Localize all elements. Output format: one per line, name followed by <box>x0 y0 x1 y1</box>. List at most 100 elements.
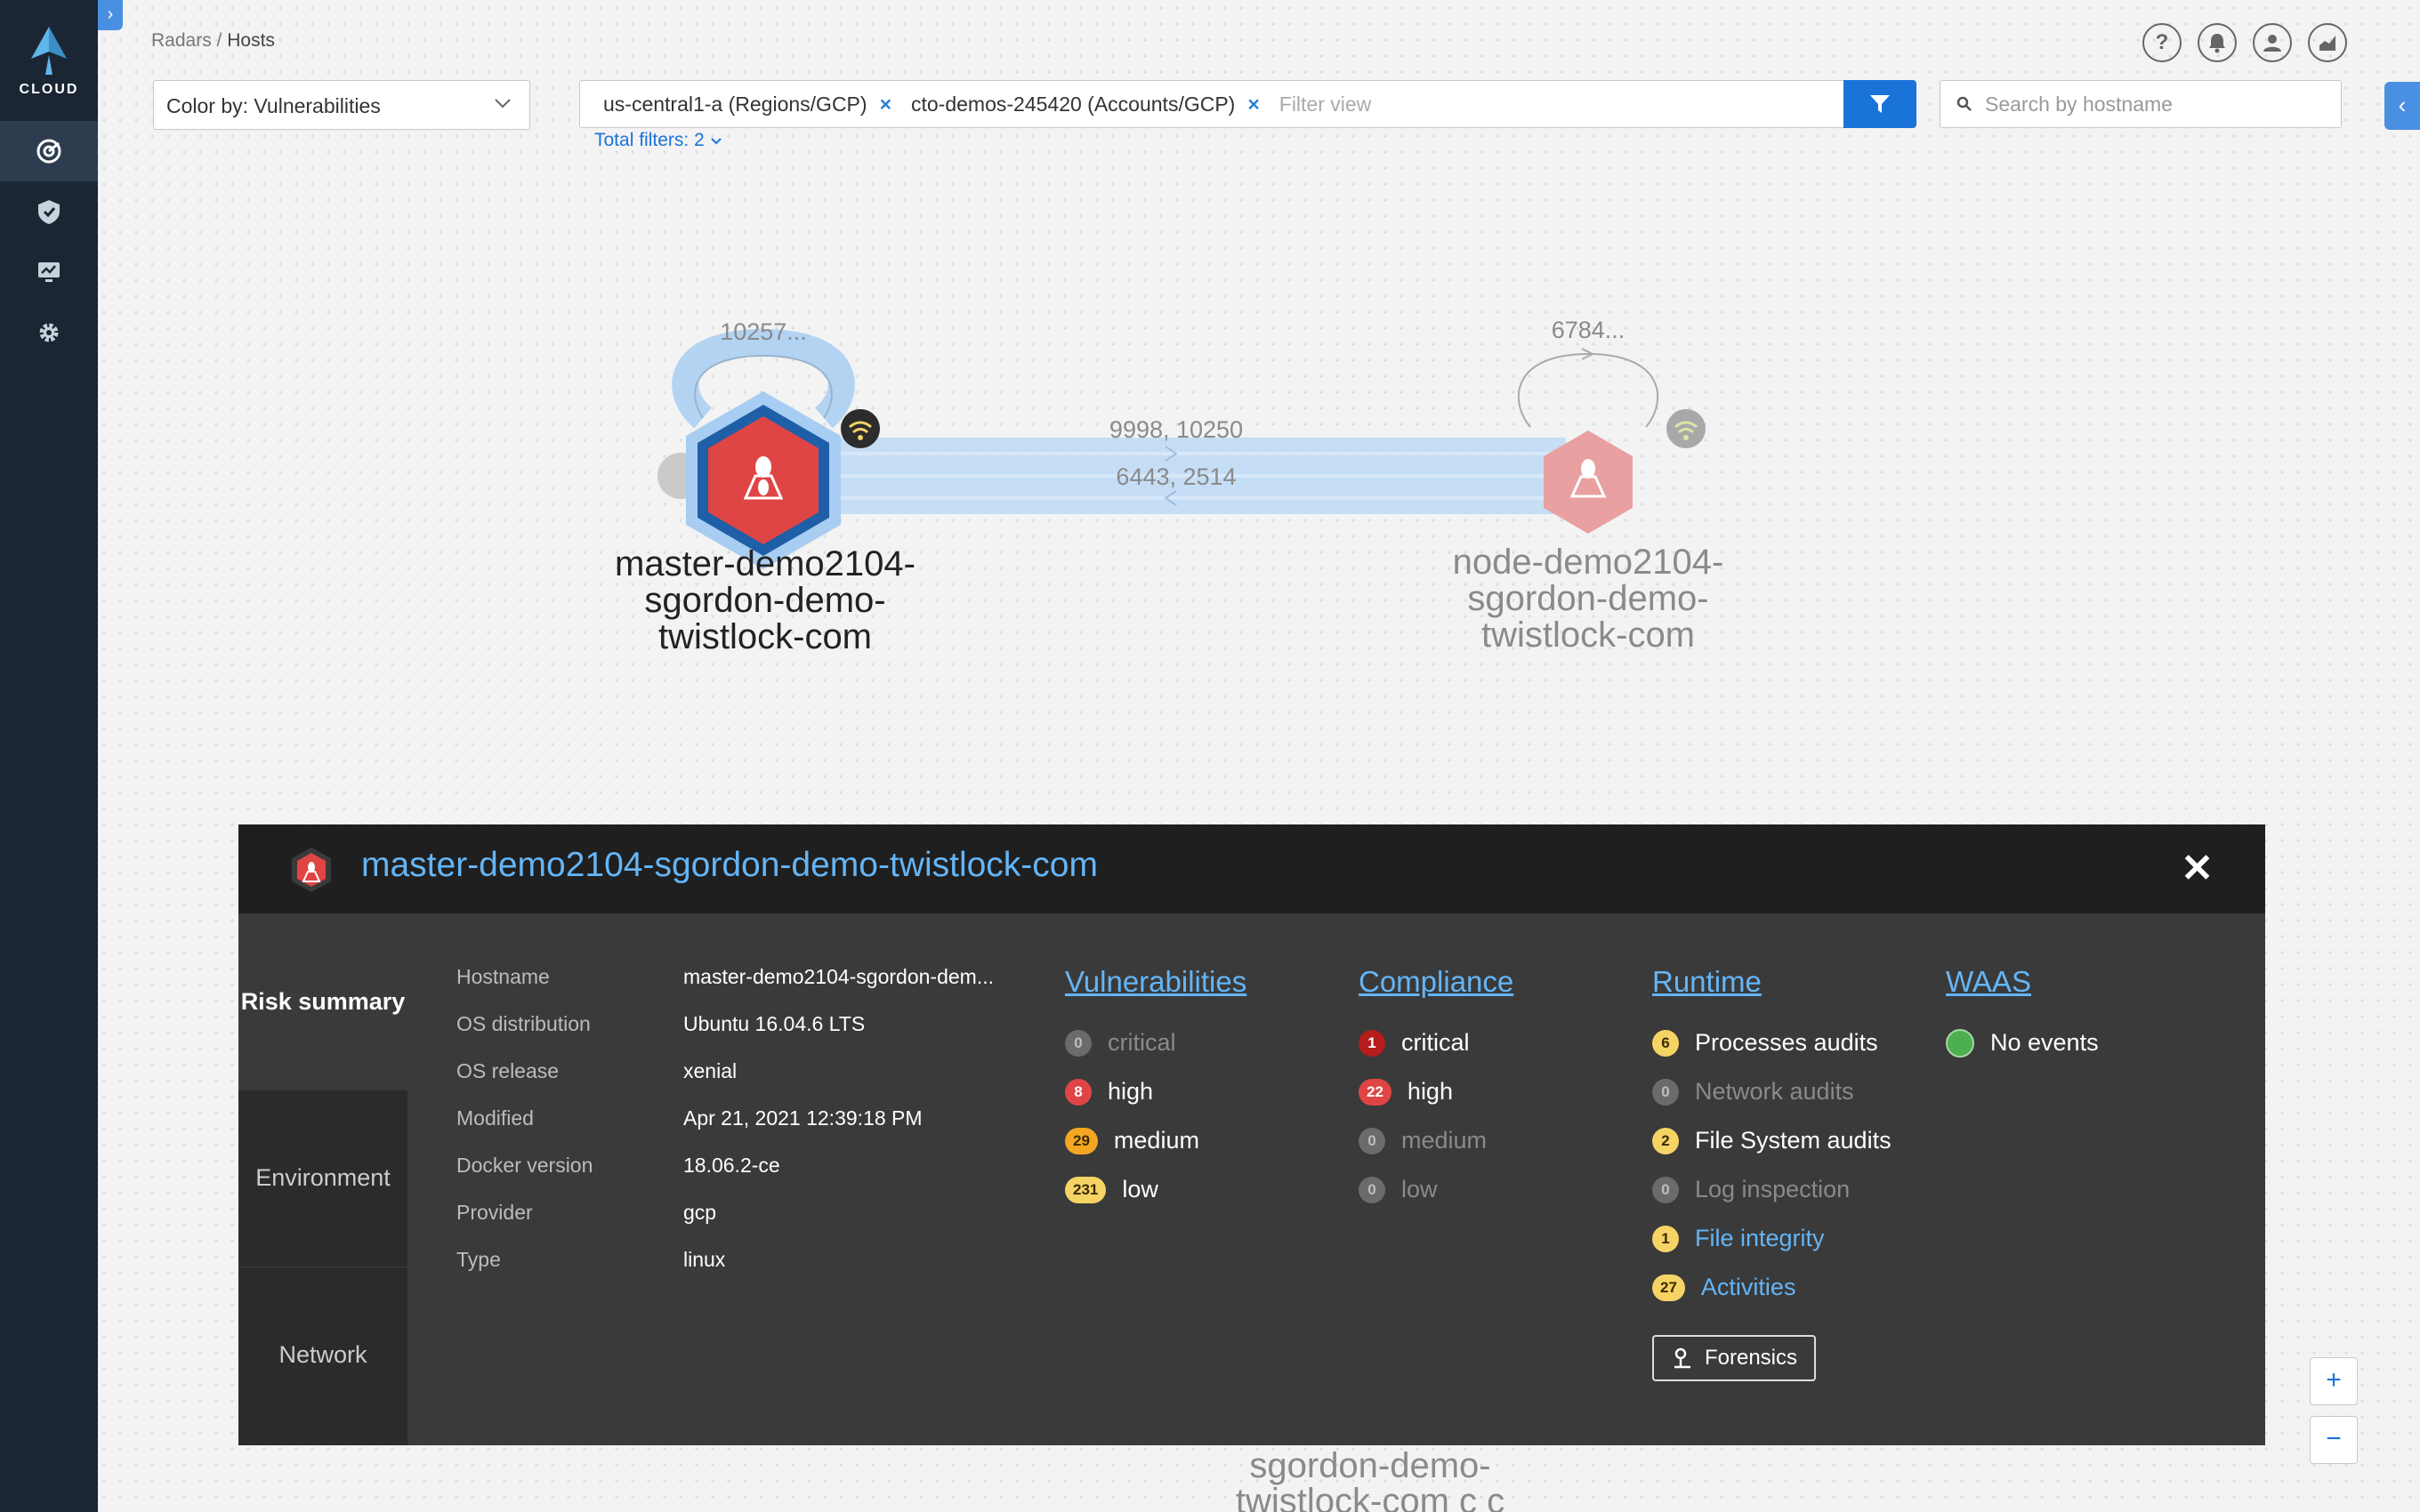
edge-ports-label: 9998, 10250 <box>1109 416 1243 443</box>
node-label-line: twistlock-com c c <box>1235 1482 1505 1512</box>
runtime-link[interactable]: Runtime <box>1652 965 1762 998</box>
nav-radars[interactable] <box>0 121 98 181</box>
node-label-line: master-demo2104- <box>615 544 916 583</box>
info-key: OS release <box>456 1059 560 1082</box>
gear-icon <box>39 323 59 342</box>
chevron-right-icon: › <box>107 4 114 24</box>
waas-status-row: No events <box>1946 1018 2099 1067</box>
filter-chip-account: cto-demos-245420 (Accounts/GCP) × <box>911 92 1260 117</box>
master-node[interactable] <box>657 328 880 569</box>
vulnerabilities-link[interactable]: Vulnerabilities <box>1065 965 1247 998</box>
top-icons: ? <box>2142 23 2347 62</box>
host-detail-panel: master-demo2104-sgordon-demo-twistlock-c… <box>238 824 2265 1445</box>
count-badge: 0 <box>1652 1078 1679 1106</box>
nav-monitor[interactable] <box>0 242 98 302</box>
forensics-label: Forensics <box>1704 1346 1798 1370</box>
node-label-line: twistlock-com <box>657 617 873 656</box>
help-button[interactable]: ? <box>2142 23 2182 62</box>
runtime-label: Processes audits <box>1695 1029 1878 1056</box>
nav-manage[interactable] <box>0 302 98 363</box>
panel-header: master-demo2104-sgordon-demo-twistlock-c… <box>238 824 2265 913</box>
nav-defend[interactable] <box>0 181 98 242</box>
info-key: Provider <box>456 1201 533 1224</box>
count-badge: 0 <box>1652 1176 1679 1203</box>
notifications-button[interactable] <box>2198 23 2237 62</box>
runtime-file-integrity-row[interactable]: 1 File integrity <box>1652 1214 1892 1263</box>
info-value: Ubuntu 16.04.6 LTS <box>683 1012 866 1035</box>
panel-title: master-demo2104-sgordon-demo-twistlock-c… <box>361 846 1098 884</box>
logo-text: CLOUD <box>19 82 79 97</box>
waas-column: WAAS No events <box>1946 965 2099 1067</box>
breadcrumb-separator: / <box>211 30 228 51</box>
sidebar-expand-button[interactable]: › <box>98 0 123 30</box>
info-key: Hostname <box>456 965 550 988</box>
remove-filter-icon[interactable]: × <box>879 92 891 116</box>
vuln-low-row: 231 low <box>1065 1165 1246 1214</box>
close-icon[interactable]: ✕ <box>2181 847 2214 890</box>
count-badge: 231 <box>1065 1176 1107 1203</box>
worker-node-label[interactable]: node-demo2104- sgordon-demo- twistlock-c… <box>1410 544 1766 654</box>
shield-icon <box>38 200 60 224</box>
count-badge: 0 <box>1065 1029 1092 1057</box>
user-button[interactable] <box>2253 23 2292 62</box>
activities-link[interactable]: Activities <box>1700 1274 1796 1300</box>
runtime-activities-row[interactable]: 27 Activities <box>1652 1263 1892 1312</box>
worker-node[interactable] <box>1517 348 1706 534</box>
severity-label: high <box>1407 1078 1453 1105</box>
breadcrumb-parent[interactable]: Radars <box>151 30 212 51</box>
count-badge: 1 <box>1359 1029 1385 1057</box>
linux-icon <box>1569 459 1607 498</box>
color-by-select[interactable]: Color by: Vulnerabilities <box>153 80 530 130</box>
breadcrumb: Radars / Hosts <box>151 30 275 52</box>
right-panel-toggle[interactable]: ‹ <box>2384 82 2420 130</box>
severity-label: low <box>1401 1176 1438 1202</box>
tab-network[interactable]: Network <box>238 1267 407 1443</box>
host-hexagon-icon <box>292 848 331 892</box>
count-badge: 0 <box>1359 1176 1385 1203</box>
logo-icon <box>31 27 67 75</box>
filter-chip-label: us-central1-a (Regions/GCP) <box>603 92 867 116</box>
comp-low-row: 0 low <box>1359 1165 1513 1214</box>
filter-chip-label: cto-demos-245420 (Accounts/GCP) <box>911 92 1236 116</box>
zoom-in-button[interactable]: + <box>2310 1357 2358 1405</box>
info-value: linux <box>683 1248 726 1271</box>
tab-risk-summary[interactable]: Risk summary <box>238 913 407 1090</box>
status-ok-icon <box>1946 1028 1974 1058</box>
info-key: Docker version <box>456 1154 593 1177</box>
count-badge: 22 <box>1359 1078 1392 1106</box>
remove-filter-icon[interactable]: × <box>1247 92 1260 116</box>
count-badge: 1 <box>1652 1225 1679 1252</box>
node-label-line: sgordon-demo- <box>1249 1446 1491 1485</box>
info-key: Modified <box>456 1106 534 1130</box>
node-label-line: sgordon-demo- <box>644 581 886 620</box>
hostname-search-input[interactable]: Search by hostname <box>1940 80 2342 128</box>
logo[interactable]: CLOUD <box>0 25 98 114</box>
vuln-critical-row: 0 critical <box>1065 1018 1246 1067</box>
severity-label: medium <box>1401 1127 1488 1154</box>
filter-input[interactable]: Filter view <box>1279 92 1372 116</box>
file-integrity-link[interactable]: File integrity <box>1695 1225 1825 1251</box>
chevron-down-icon <box>495 99 511 109</box>
total-filters-toggle[interactable]: Total filters: 2 <box>594 130 722 151</box>
tab-environment[interactable]: Environment <box>238 1090 407 1266</box>
node-label-line: sgordon-demo- <box>1467 579 1709 618</box>
bell-icon <box>2209 34 2225 53</box>
runtime-network-row: 0 Network audits <box>1652 1067 1892 1116</box>
panel-tabs: Risk summary Environment Network <box>238 913 407 1445</box>
connection-edge[interactable] <box>836 438 1566 514</box>
zoom-out-button[interactable]: − <box>2310 1416 2358 1464</box>
radar-icon <box>36 139 61 164</box>
linux-icon <box>743 456 784 500</box>
waas-link[interactable]: WAAS <box>1946 965 2031 998</box>
filter-button[interactable] <box>1843 80 1916 128</box>
forensics-button[interactable]: Forensics <box>1652 1335 1816 1381</box>
compliance-link[interactable]: Compliance <box>1359 965 1514 998</box>
stats-button[interactable] <box>2308 23 2347 62</box>
master-node-label[interactable]: master-demo2104- sgordon-demo- twistlock… <box>587 546 943 655</box>
bottom-node-label[interactable]: sgordon-demo- twistlock-com c c <box>1183 1448 1557 1512</box>
info-value: master-demo2104-sgordon-dem... <box>683 965 994 988</box>
comp-medium-row: 0 medium <box>1359 1116 1513 1165</box>
filter-bar: us-central1-a (Regions/GCP) × cto-demos-2… <box>579 80 1846 128</box>
count-badge: 8 <box>1065 1078 1092 1106</box>
monitor-icon <box>38 262 60 282</box>
